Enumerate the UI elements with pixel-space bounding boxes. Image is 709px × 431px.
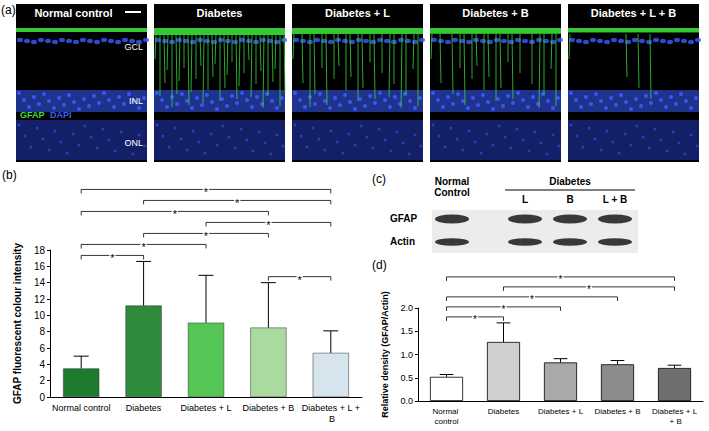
svg-text:(a): (a) xyxy=(1,3,16,17)
svg-text:1.0: 1.0 xyxy=(400,350,413,360)
svg-text:*: * xyxy=(173,208,178,220)
svg-text:*: * xyxy=(204,230,209,242)
svg-text:Diabetes + L + B: Diabetes + L + B xyxy=(591,7,676,19)
svg-text:Diabetes + B: Diabetes + B xyxy=(462,7,528,19)
svg-text:Diabetes: Diabetes xyxy=(488,407,520,416)
html-text:L + B: L + B xyxy=(602,194,628,205)
html-text:B: B xyxy=(566,194,574,205)
svg-text:*: * xyxy=(266,219,271,231)
svg-text:18: 18 xyxy=(34,245,46,256)
svg-text:Normal: Normal xyxy=(432,407,460,416)
svg-text:*: * xyxy=(235,197,240,209)
svg-text:4: 4 xyxy=(39,359,45,370)
svg-text:8: 8 xyxy=(39,326,45,337)
svg-text:Diabetes + L: Diabetes + L xyxy=(538,407,584,416)
svg-text:INL: INL xyxy=(129,96,143,106)
html-text:L: L xyxy=(521,194,528,205)
svg-text:14: 14 xyxy=(34,277,46,288)
svg-text:control: control xyxy=(434,417,458,426)
svg-text:Normal control: Normal control xyxy=(34,7,112,19)
svg-text:Diabetes + L: Diabetes + L xyxy=(181,403,232,413)
svg-text:2.0: 2.0 xyxy=(400,303,413,313)
svg-text:*: * xyxy=(502,304,506,315)
svg-text:Diabetes: Diabetes xyxy=(126,403,162,413)
svg-text:2: 2 xyxy=(39,375,45,386)
svg-text:*: * xyxy=(473,314,477,325)
svg-text:16: 16 xyxy=(34,261,46,272)
svg-text:Diabetes: Diabetes xyxy=(197,7,243,19)
svg-text:0: 0 xyxy=(39,392,45,403)
svg-text:0.5: 0.5 xyxy=(400,373,413,383)
svg-text:Diabetes + L: Diabetes + L xyxy=(652,407,698,416)
svg-text:*: * xyxy=(587,284,591,295)
svg-text:12: 12 xyxy=(34,294,46,305)
svg-text:Diabetes + L +: Diabetes + L + xyxy=(302,403,360,413)
html-text:GFAP: GFAP xyxy=(390,213,418,224)
svg-text:1.5: 1.5 xyxy=(400,326,413,336)
svg-text:6: 6 xyxy=(39,343,45,354)
svg-text:GFAP fluorescent colour intens: GFAP fluorescent colour intensity xyxy=(12,243,23,404)
svg-text:Normal control: Normal control xyxy=(52,403,111,413)
html-text:Diabetes: Diabetes xyxy=(549,176,591,187)
svg-text:10: 10 xyxy=(34,310,46,321)
svg-text:*: * xyxy=(297,274,302,286)
svg-text:*: * xyxy=(204,186,209,198)
svg-text:*: * xyxy=(559,274,563,285)
svg-text:+ B: + B xyxy=(667,417,681,426)
svg-text:Relative density (GFAP/Actin): Relative density (GFAP/Actin) xyxy=(380,291,390,418)
html-text:(c): (c) xyxy=(372,172,386,186)
svg-text:GFAP: GFAP xyxy=(20,110,45,120)
html-text:Normal Control: Normal Control xyxy=(434,176,470,198)
svg-text:*: * xyxy=(141,241,146,253)
svg-text:DAPI: DAPI xyxy=(50,110,72,120)
svg-text:GCL: GCL xyxy=(124,42,143,52)
svg-text:ONL: ONL xyxy=(124,138,143,148)
html-text:(b): (b) xyxy=(2,168,17,182)
svg-text:Diabetes + B: Diabetes + B xyxy=(243,403,295,413)
html-text:Actin: Actin xyxy=(390,236,415,247)
svg-text:*: * xyxy=(110,252,115,264)
html-text:(d): (d) xyxy=(372,258,387,272)
svg-text:*: * xyxy=(530,294,534,305)
svg-text:Diabetes + B: Diabetes + B xyxy=(594,407,640,416)
svg-text:B: B xyxy=(327,414,336,424)
svg-text:0.0: 0.0 xyxy=(400,396,413,406)
svg-text:Diabetes + L: Diabetes + L xyxy=(325,7,390,19)
